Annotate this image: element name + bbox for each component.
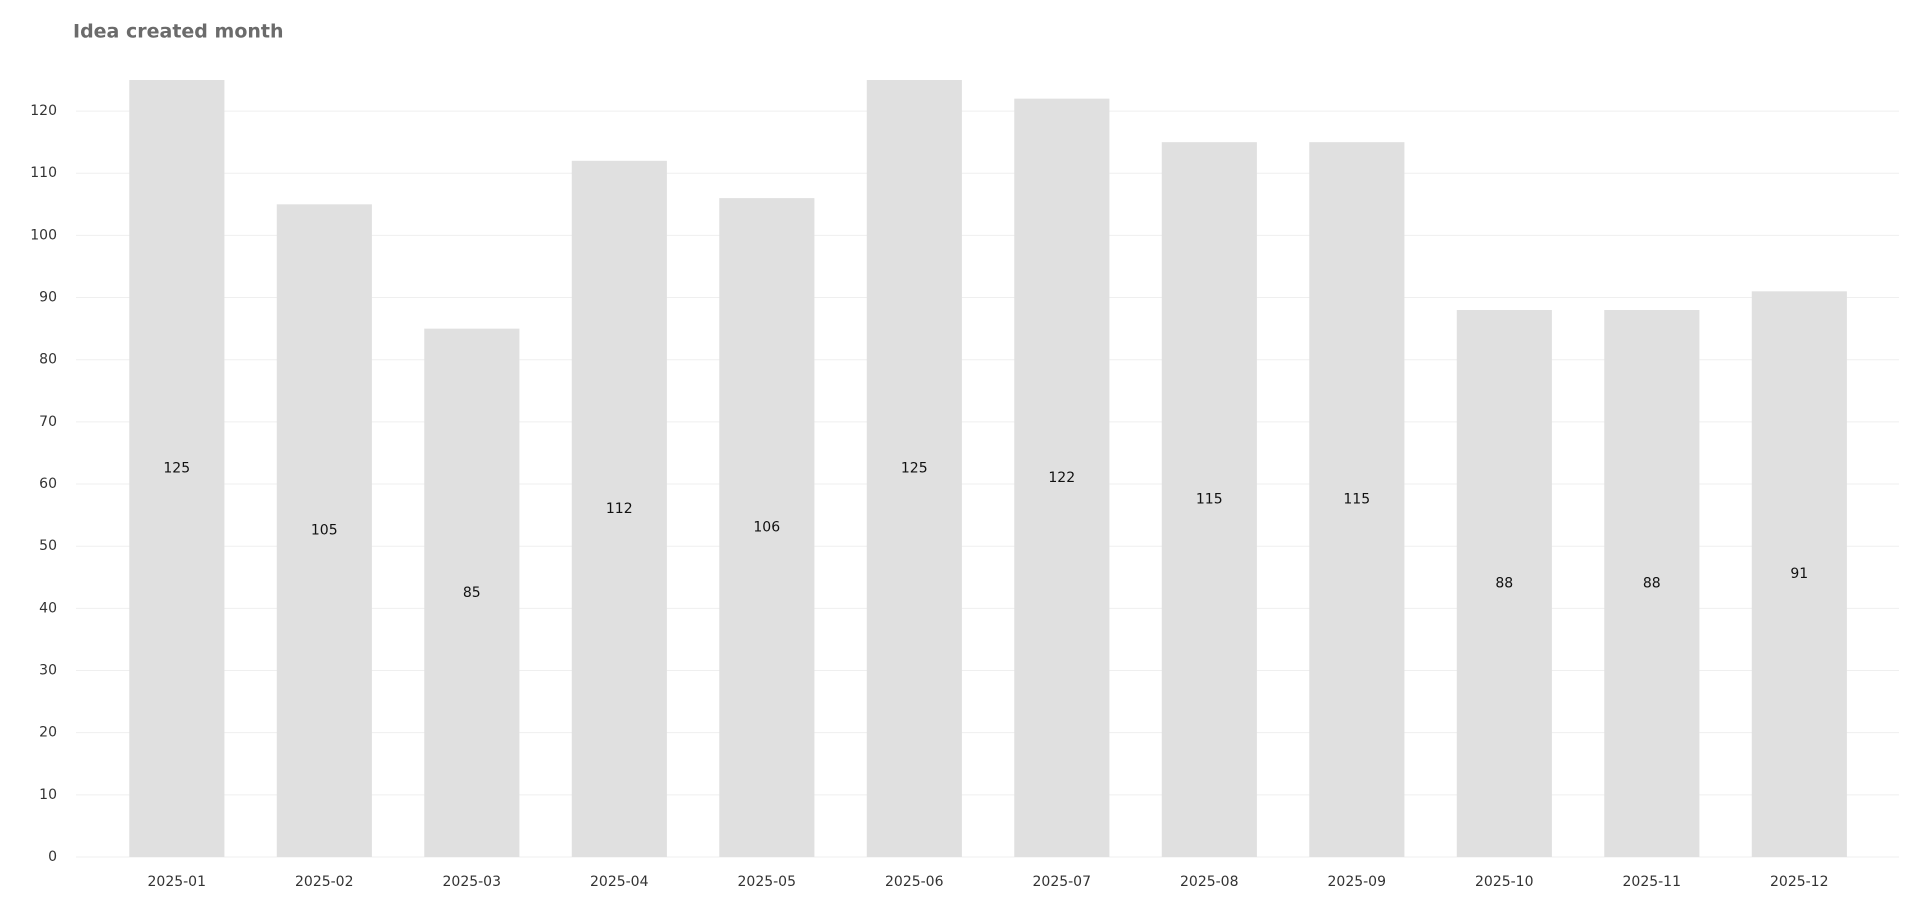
bar <box>866 80 962 857</box>
bar <box>571 160 667 858</box>
x-tick-label: 2025-01 <box>148 874 207 890</box>
y-tick-label: 20 <box>39 725 57 741</box>
bar <box>1309 142 1405 857</box>
bar <box>719 198 815 857</box>
y-tick-label: 70 <box>39 414 57 430</box>
bar <box>1161 142 1257 857</box>
data-label: 122 <box>1048 470 1075 486</box>
data-label: 125 <box>163 461 190 477</box>
data-label: 125 <box>901 461 928 477</box>
data-label: 88 <box>1643 575 1661 591</box>
x-tick-label: 2025-08 <box>1180 874 1239 890</box>
y-tick-label: 110 <box>30 165 57 181</box>
chart-title: Idea created month <box>73 21 284 43</box>
data-label: 91 <box>1790 566 1808 582</box>
bar <box>1604 309 1700 857</box>
y-tick-label: 10 <box>39 787 57 803</box>
bar <box>1751 291 1847 857</box>
x-tick-label: 2025-12 <box>1770 874 1829 890</box>
y-tick-label: 60 <box>39 476 57 492</box>
y-tick-label: 50 <box>39 538 57 554</box>
bar <box>1456 309 1552 857</box>
y-tick-label: 100 <box>30 227 57 243</box>
bar <box>1014 98 1110 857</box>
y-tick-label: 90 <box>39 290 57 306</box>
x-tick-label: 2025-06 <box>885 874 944 890</box>
bar <box>276 204 372 857</box>
y-tick-label: 120 <box>30 103 57 119</box>
y-tick-label: 40 <box>39 600 57 616</box>
y-tick-label: 80 <box>39 352 57 368</box>
x-tick-label: 2025-04 <box>590 874 649 890</box>
x-tick-label: 2025-09 <box>1328 874 1387 890</box>
data-label: 115 <box>1196 492 1223 508</box>
data-label: 106 <box>753 520 780 536</box>
x-tick-label: 2025-02 <box>295 874 354 890</box>
bar <box>424 328 520 857</box>
bar <box>129 80 225 857</box>
x-tick-label: 2025-03 <box>443 874 502 890</box>
x-tick-label: 2025-11 <box>1623 874 1682 890</box>
data-label: 112 <box>606 501 633 517</box>
data-label: 105 <box>311 523 338 539</box>
y-tick-label: 30 <box>39 663 57 679</box>
x-tick-label: 2025-10 <box>1475 874 1534 890</box>
data-label: 88 <box>1495 575 1513 591</box>
data-label: 85 <box>463 585 481 601</box>
x-tick-label: 2025-05 <box>738 874 797 890</box>
data-label: 115 <box>1343 492 1370 508</box>
y-tick-label: 0 <box>48 849 57 865</box>
x-tick-label: 2025-07 <box>1033 874 1092 890</box>
